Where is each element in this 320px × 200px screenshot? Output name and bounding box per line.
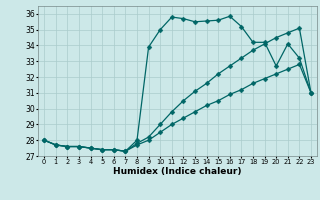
X-axis label: Humidex (Indice chaleur): Humidex (Indice chaleur) (113, 167, 242, 176)
